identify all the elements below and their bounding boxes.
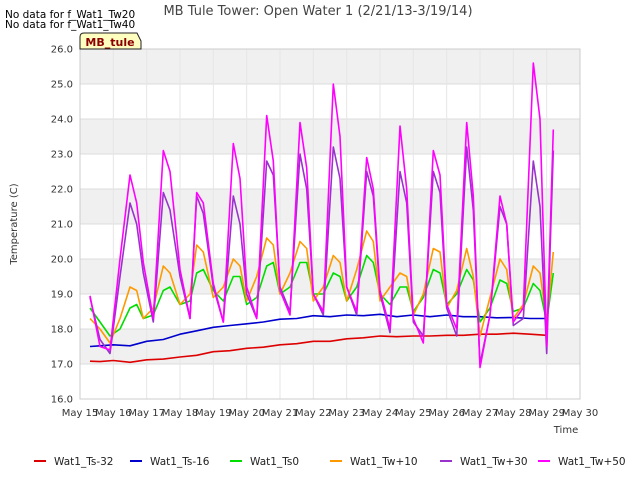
x-tick-label: May 22 [295,408,332,419]
chart-title: MB Tule Tower: Open Water 1 (2/21/13-3/1… [163,4,472,19]
x-tick-label: May 29 [528,408,565,419]
legend-label: Wat1_Ts0 [250,456,299,468]
x-tick-label: May 19 [195,408,232,419]
y-tick-label: 21.0 [51,220,73,231]
x-tick-label: May 15 [62,408,99,419]
y-tick-label: 25.0 [51,80,73,91]
legend-label: Wat1_Tw+50 [558,456,626,468]
site-badge-label: MB_tule [85,36,134,49]
legend-label: Wat1_Ts-32 [54,456,114,468]
x-tick-label: May 17 [128,408,165,419]
no-data-note-2: No data for f_Wat1_Tw40 [5,19,135,31]
plot-band [80,49,580,84]
y-tick-label: 20.0 [51,255,73,266]
x-tick-label: May 24 [362,408,399,419]
x-tick-label: May 20 [228,408,265,419]
y-tick-label: 19.0 [51,290,73,301]
no-data-note-1: No data for f_Wat1_Tw20 [5,9,135,21]
series-line-wat1-ts0 [89,254,555,337]
y-tick-label: 26.0 [51,45,73,56]
legend-label: Wat1_Ts-16 [150,456,210,468]
x-tick-label: May 30 [562,408,599,419]
y-axis-ticks: 16.0 17.0 18.0 19.0 20.0 21.0 22.0 23.0 24.0 25.0… [51,45,73,406]
legend: Wat1_Ts-32 Wat1_Ts-16 Wat1_Ts0 Wat1_Tw+10 Wa… [34,456,626,468]
y-axis-label: Temperature (C) [9,183,20,265]
y-tick-label: 23.0 [51,150,73,161]
site-badge: MB_tule [79,32,142,50]
y-tick-label: 16.0 [51,395,73,406]
x-axis-label: Time [553,425,578,436]
series-line-wat1-ts-32 [89,332,547,364]
x-tick-label: May 27 [462,408,499,419]
y-tick-label: 24.0 [51,115,73,126]
legend-label: Wat1_Tw+10 [350,456,418,468]
x-tick-label: May 28 [495,408,532,419]
x-tick-label: May 21 [262,408,299,419]
series-layer [89,62,555,369]
x-tick-label: May 25 [395,408,432,419]
x-tick-label: May 16 [95,408,132,419]
x-tick-label: May 18 [162,408,199,419]
plot-frame [79,48,581,400]
series-line-wat1-tw-50 [89,62,555,369]
y-tick-label: 17.0 [51,360,73,371]
y-tick-label: 22.0 [51,185,73,196]
y-tick-label: 18.0 [51,325,73,336]
x-tick-label: May 26 [428,408,465,419]
series-line-wat1-ts-16 [89,313,547,348]
grid [79,48,581,400]
legend-label: Wat1_Tw+30 [460,456,528,468]
x-tick-label: May 23 [328,408,365,419]
